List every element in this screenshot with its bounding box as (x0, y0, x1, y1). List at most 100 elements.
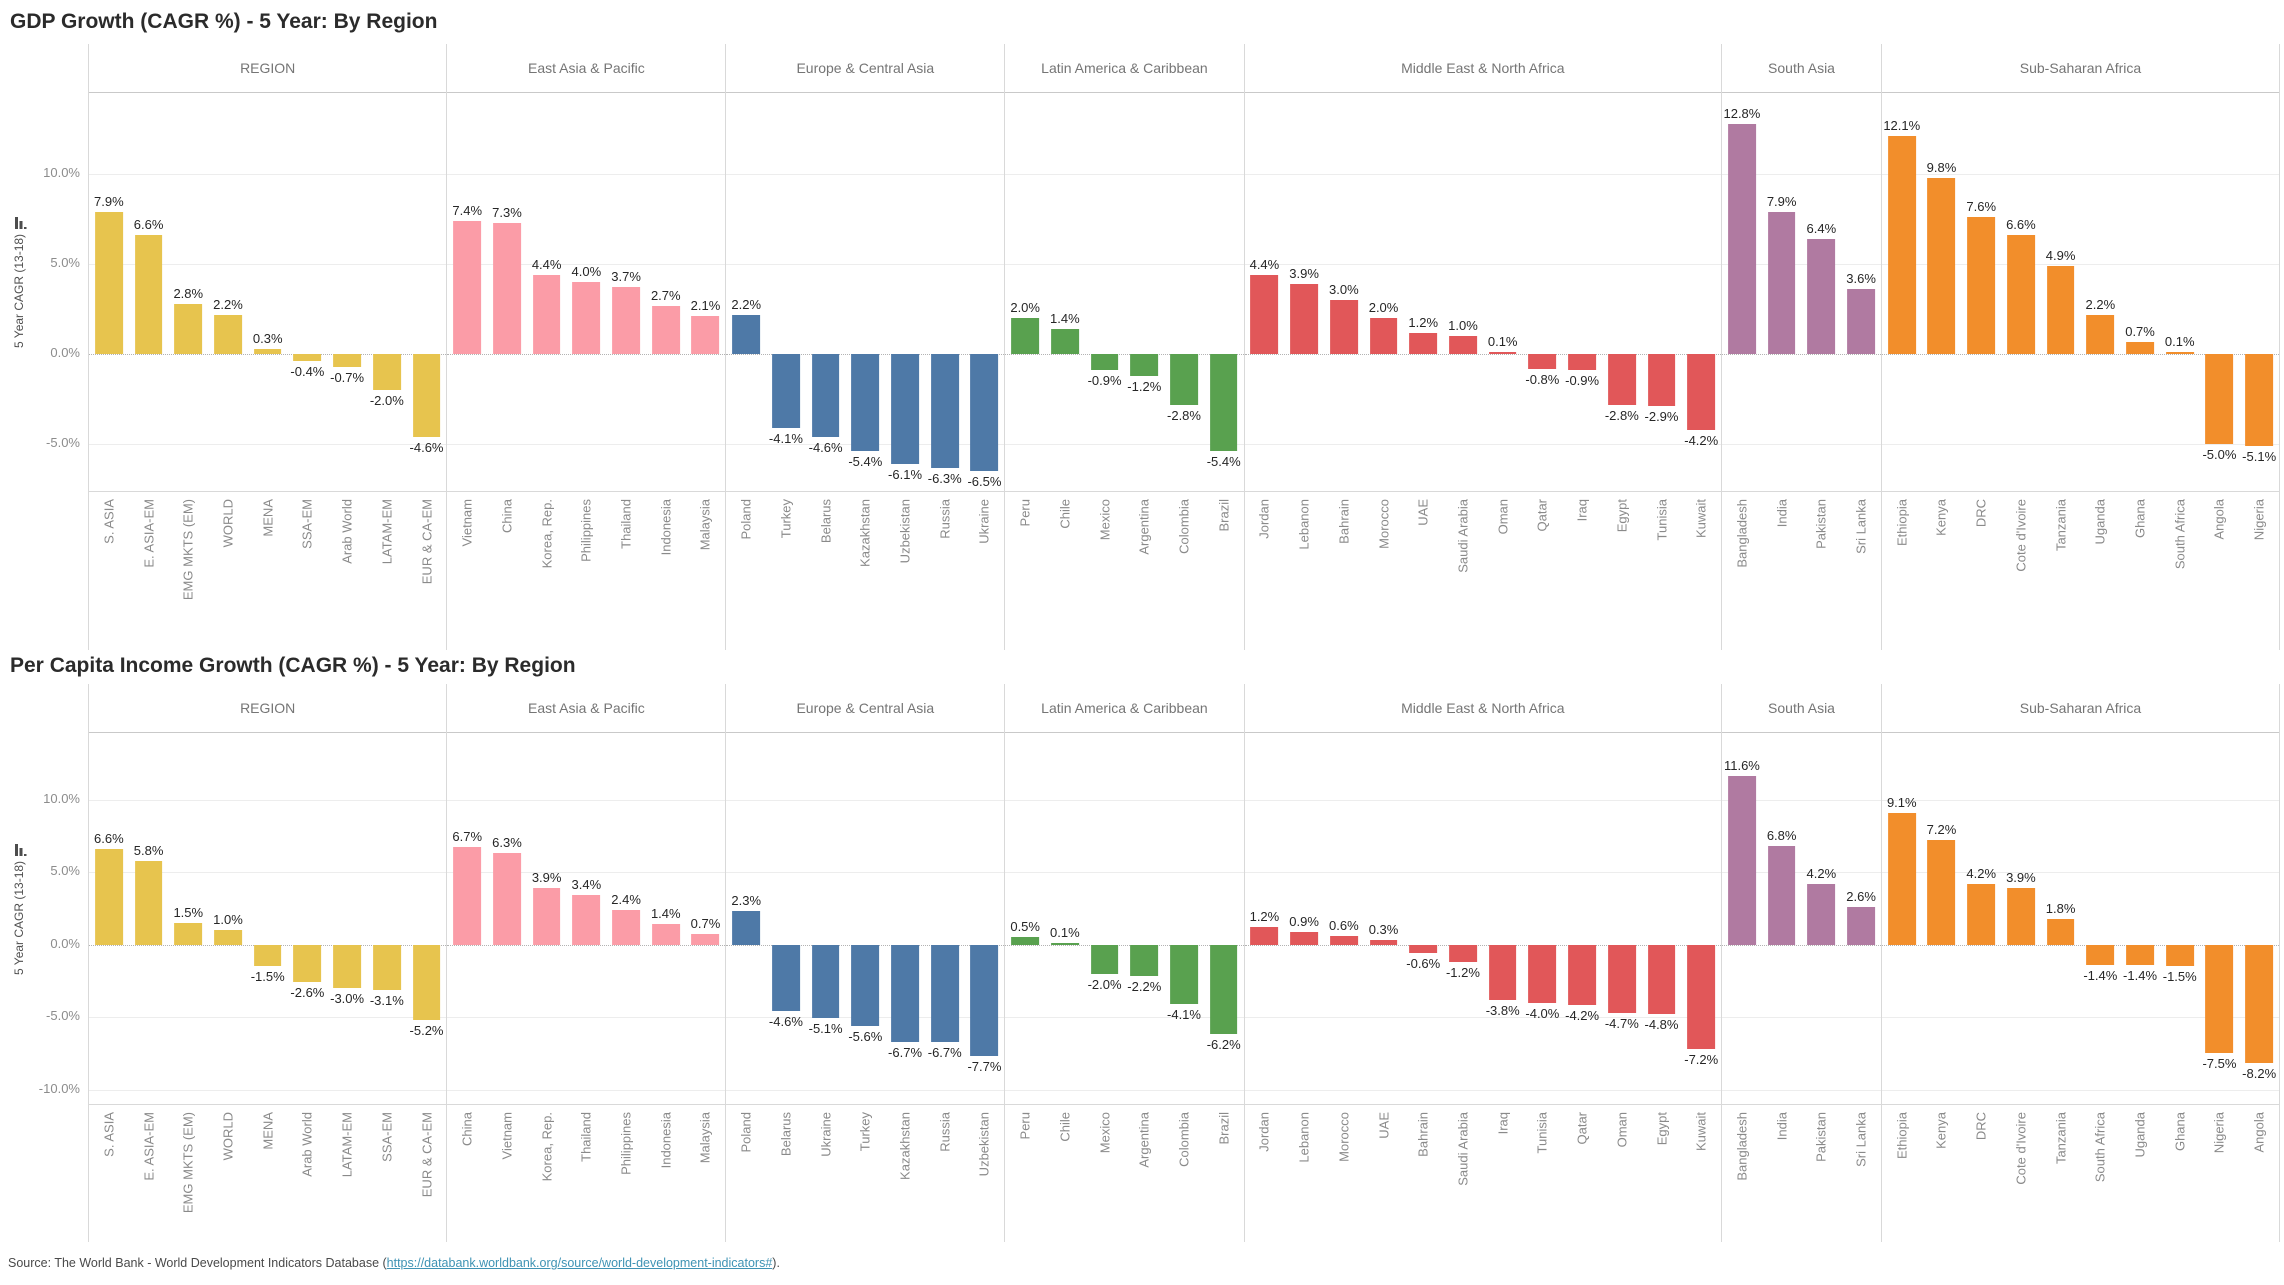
bar[interactable] (1568, 354, 1596, 371)
bar[interactable] (612, 287, 640, 355)
bar[interactable] (2046, 265, 2075, 355)
bar[interactable] (1130, 354, 1159, 376)
bar[interactable] (970, 354, 999, 472)
bar[interactable] (2007, 235, 2035, 355)
bar[interactable] (811, 354, 840, 437)
column-header[interactable]: Europe & Central Asia (726, 44, 1005, 93)
bar[interactable] (293, 354, 322, 362)
category-label[interactable]: Philippines (619, 1112, 634, 1175)
category-label[interactable]: Kenya (1934, 499, 1949, 536)
column-header[interactable]: REGION (89, 44, 447, 93)
category-label[interactable]: Sri Lanka (1854, 499, 1869, 554)
category-label[interactable]: Ghana (2172, 1112, 2187, 1151)
bar[interactable] (1887, 812, 1916, 945)
bar[interactable] (1290, 283, 1319, 355)
bar[interactable] (572, 895, 601, 945)
bar[interactable] (811, 944, 840, 1019)
bar[interactable] (1807, 238, 1836, 355)
bar[interactable] (1967, 217, 1996, 355)
bar[interactable] (134, 860, 163, 945)
category-label[interactable]: India (1774, 499, 1789, 527)
bar[interactable] (333, 354, 361, 367)
bar[interactable] (1687, 944, 1716, 1049)
category-label[interactable]: Argentina (1137, 499, 1152, 555)
bar[interactable] (1449, 944, 1477, 962)
column-header[interactable]: East Asia & Pacific (447, 44, 726, 93)
category-label[interactable]: Argentina (1137, 1112, 1152, 1168)
bar[interactable] (1687, 354, 1716, 430)
bar[interactable] (174, 303, 203, 355)
bar[interactable] (1887, 136, 1916, 355)
bar[interactable] (253, 944, 282, 967)
bar[interactable] (1488, 352, 1517, 355)
bar[interactable] (2126, 944, 2154, 965)
bar[interactable] (1767, 211, 1796, 355)
bar[interactable] (1290, 931, 1319, 945)
bar[interactable] (1329, 300, 1358, 355)
category-label[interactable]: Belarus (818, 499, 833, 543)
bar[interactable] (1767, 846, 1796, 945)
bar[interactable] (2245, 944, 2274, 1064)
category-label[interactable]: S. ASIA (101, 499, 116, 544)
category-label[interactable]: Russia (937, 499, 952, 539)
category-label[interactable]: Philippines (579, 499, 594, 562)
bar[interactable] (1209, 354, 1238, 452)
category-label[interactable]: Colombia (1177, 1112, 1192, 1167)
bar[interactable] (1847, 289, 1875, 355)
category-label[interactable]: Malaysia (698, 1112, 713, 1163)
category-label[interactable]: Tanzania (2053, 1112, 2068, 1164)
bar[interactable] (1449, 336, 1477, 355)
category-label[interactable]: Morocco (1376, 499, 1391, 549)
category-label[interactable]: LATAM-EM (379, 499, 394, 564)
column-header[interactable]: South Asia (1722, 44, 1881, 93)
category-label[interactable]: Angola (2252, 1112, 2267, 1152)
bar[interactable] (1607, 354, 1636, 405)
bar[interactable] (1647, 354, 1676, 407)
bar[interactable] (214, 930, 242, 945)
category-label[interactable]: Belarus (778, 1112, 793, 1156)
bar[interactable] (532, 274, 561, 355)
category-label[interactable]: Pakistan (1814, 1112, 1829, 1162)
category-label[interactable]: Mexico (1097, 1112, 1112, 1153)
bar[interactable] (333, 944, 361, 989)
category-label[interactable]: Jordan (1257, 499, 1272, 539)
category-label[interactable]: Saudi Arabia (1455, 499, 1470, 573)
bar[interactable] (651, 924, 680, 945)
category-label[interactable]: Ethiopia (1894, 1112, 1909, 1159)
category-label[interactable]: UAE (1416, 499, 1431, 526)
source-link[interactable]: https://databank.worldbank.org/source/wo… (386, 1256, 773, 1270)
category-label[interactable]: China (499, 499, 514, 533)
category-label[interactable]: Turkey (858, 1112, 873, 1151)
category-label[interactable]: Indonesia (658, 499, 673, 555)
bar[interactable] (1488, 944, 1517, 1000)
bar[interactable] (612, 909, 640, 945)
category-label[interactable]: Turkey (778, 499, 793, 538)
category-label[interactable]: Chile (1057, 499, 1072, 529)
column-header[interactable]: REGION (89, 684, 447, 733)
bar[interactable] (732, 911, 761, 945)
bar[interactable] (293, 944, 322, 983)
bar[interactable] (94, 848, 123, 945)
category-label[interactable]: Morocco (1336, 1112, 1351, 1162)
category-label[interactable]: Bahrain (1336, 499, 1351, 544)
bar[interactable] (1329, 935, 1358, 945)
category-label[interactable]: Chile (1057, 1112, 1072, 1142)
category-label[interactable]: SSA-EM (300, 499, 315, 549)
bar[interactable] (372, 944, 401, 990)
column-header[interactable]: Sub-Saharan Africa (1881, 44, 2280, 93)
category-label[interactable]: Kazakhstan (858, 499, 873, 567)
category-label[interactable]: Lebanon (1297, 499, 1312, 550)
column-header[interactable]: Latin America & Caribbean (1005, 684, 1244, 733)
category-label[interactable]: Qatar (1535, 499, 1550, 532)
bar[interactable] (134, 235, 163, 355)
category-label[interactable]: Uganda (2133, 1112, 2148, 1158)
bar[interactable] (493, 222, 521, 355)
sort-descending-icon[interactable] (15, 843, 27, 856)
category-label[interactable]: E. ASIA-EM (141, 1112, 156, 1181)
bar[interactable] (732, 314, 761, 355)
category-label[interactable]: Colombia (1177, 499, 1192, 554)
bar[interactable] (1728, 123, 1756, 355)
column-header[interactable]: South Asia (1722, 684, 1881, 733)
category-label[interactable]: India (1774, 1112, 1789, 1140)
category-label[interactable]: Kuwait (1694, 499, 1709, 538)
